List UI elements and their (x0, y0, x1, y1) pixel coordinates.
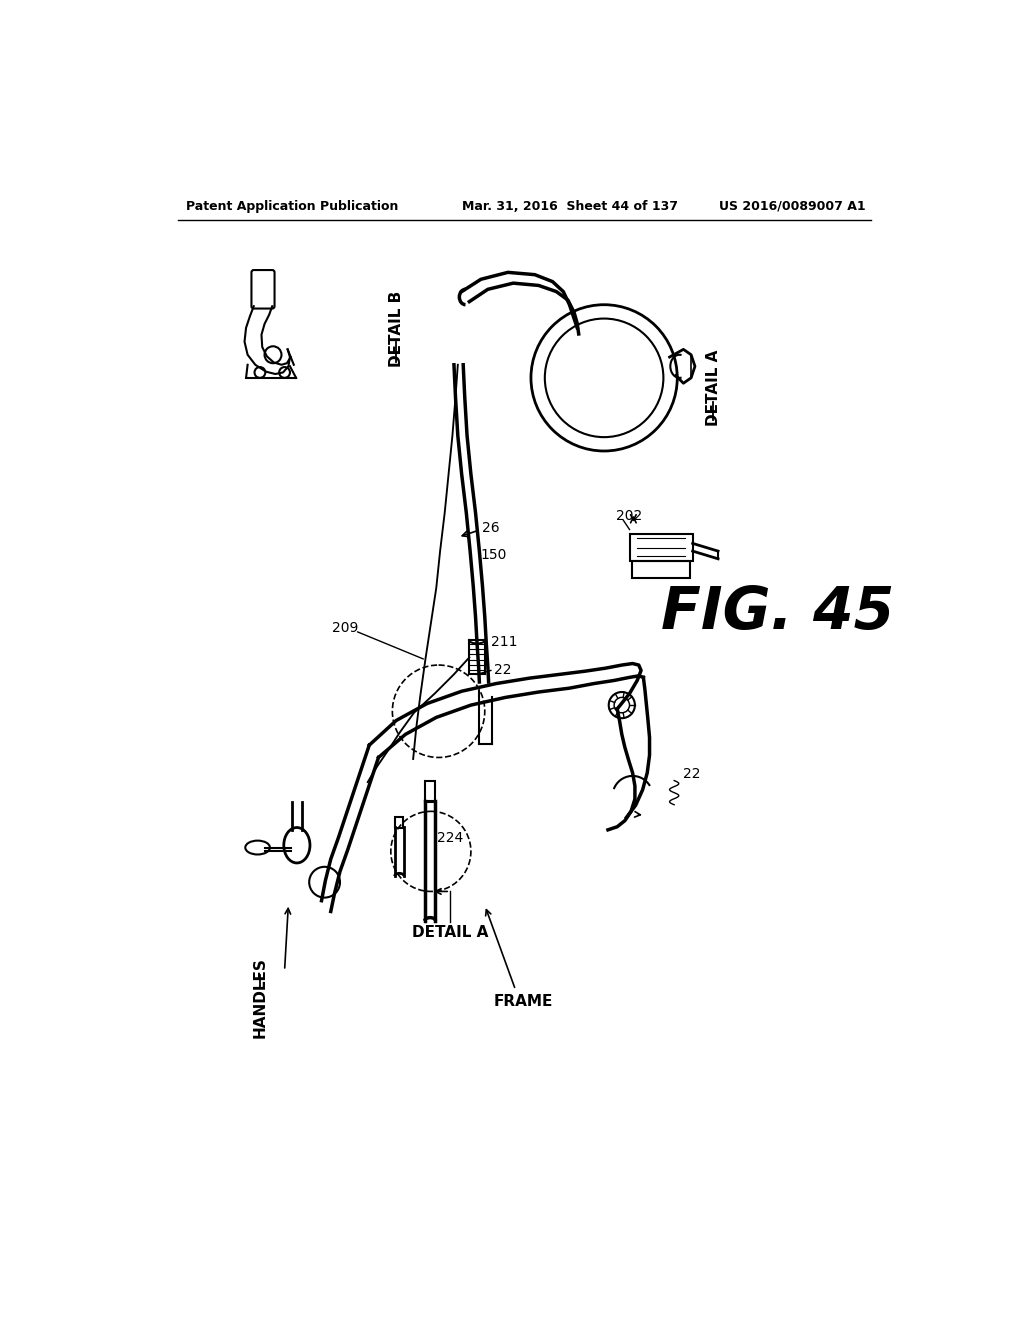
Text: 211: 211 (490, 635, 517, 649)
Text: 209: 209 (333, 622, 358, 635)
Text: 224: 224 (437, 830, 463, 845)
Text: 22: 22 (494, 664, 512, 677)
Text: Mar. 31, 2016  Sheet 44 of 137: Mar. 31, 2016 Sheet 44 of 137 (462, 199, 678, 213)
Text: 22: 22 (683, 767, 700, 781)
Text: FRAME: FRAME (494, 994, 553, 1008)
Text: FIG. 45: FIG. 45 (660, 585, 894, 642)
Text: DETAIL B: DETAIL B (389, 292, 403, 367)
Text: Patent Application Publication: Patent Application Publication (186, 199, 398, 213)
Text: US 2016/0089007 A1: US 2016/0089007 A1 (719, 199, 866, 213)
Text: DETAIL A: DETAIL A (412, 925, 488, 940)
Text: DETAIL A: DETAIL A (706, 350, 721, 426)
Text: 150: 150 (481, 548, 507, 562)
Text: 202: 202 (615, 510, 642, 524)
Text: HANDLES: HANDLES (253, 957, 267, 1038)
Text: 26: 26 (481, 521, 500, 535)
